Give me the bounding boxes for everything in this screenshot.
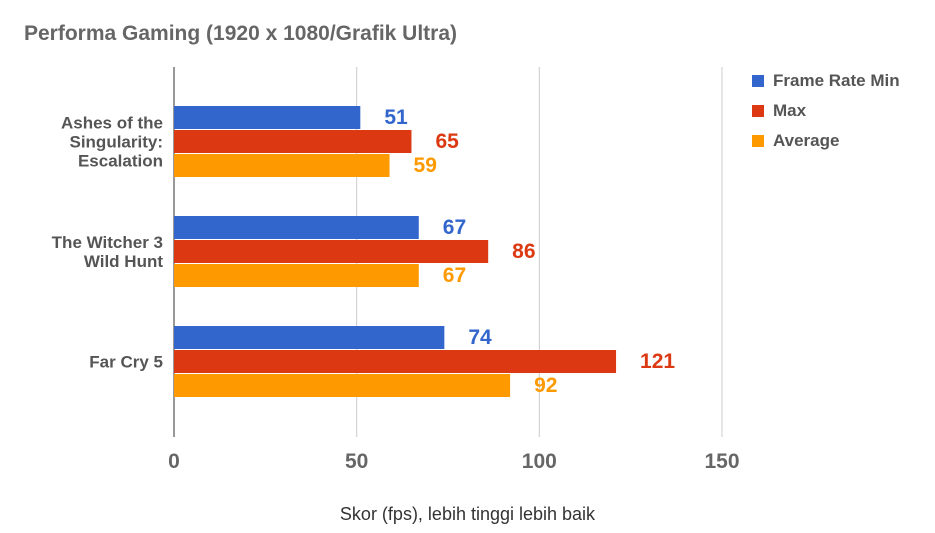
bar [174,326,445,349]
legend-item-average[interactable]: Average [752,126,900,156]
x-tick-label: 150 [704,450,739,473]
bar [174,350,617,373]
x-tick-label: 0 [168,450,180,473]
legend-label-max: Max [773,101,807,120]
legend-swatch-max [752,105,764,117]
data-label: 86 [512,240,535,263]
bar [174,374,511,397]
bar [174,130,412,153]
legend-swatch-frame-rate-min [752,75,764,87]
data-label: 67 [443,264,466,287]
data-label: 74 [468,326,492,349]
category-label: Escalation [78,152,163,171]
bar [174,264,419,287]
data-label: 67 [443,216,466,239]
category-label: Far Cry 5 [89,353,163,372]
category-label: Wild Hunt [84,252,163,271]
legend-item-frame-rate-min[interactable]: Frame Rate Min [752,66,900,96]
legend: Frame Rate Min Max Average [752,66,900,156]
bar [174,154,390,177]
chart-title: Performa Gaming (1920 x 1080/Grafik Ultr… [24,22,458,45]
category-label: Singularity: [69,133,163,152]
data-label: 121 [640,350,675,373]
data-label: 92 [534,374,557,397]
legend-swatch-average [752,135,764,147]
bar [174,106,361,129]
category-label: The Witcher 3 [52,233,163,252]
legend-label-frame-rate-min: Frame Rate Min [773,71,900,90]
legend-label-average: Average [773,131,840,150]
data-label: 59 [414,154,437,177]
x-tick-label: 100 [522,450,557,473]
data-label: 51 [384,106,408,129]
legend-item-max[interactable]: Max [752,96,900,126]
x-tick-label: 50 [345,450,368,473]
bar [174,216,419,239]
x-axis-label: Skor (fps), lebih tinggi lebih baik [339,504,596,524]
category-label: Ashes of the [61,114,163,133]
bar [174,240,489,263]
data-label: 65 [435,130,459,153]
